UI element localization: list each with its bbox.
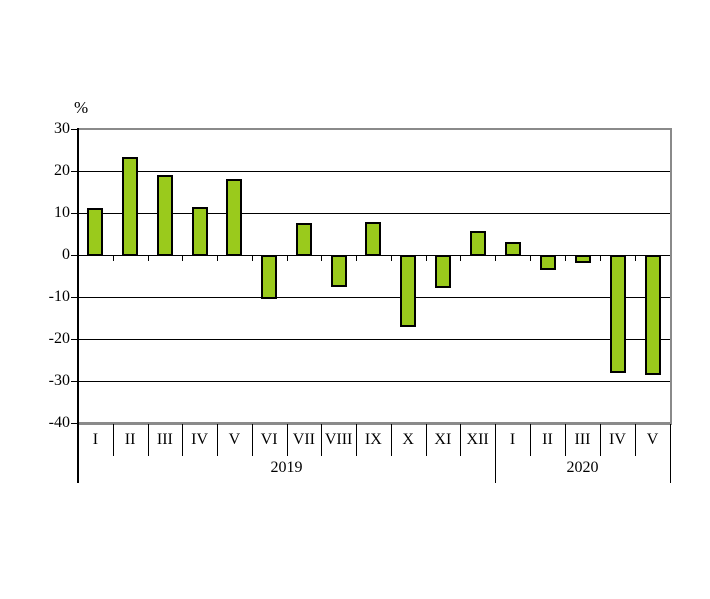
y-axis-tick [71,339,78,340]
bar-2019-VIII [330,255,347,287]
bar-2019-XII [469,231,486,256]
month-label: IV [609,431,626,448]
zero-axis-tick [565,256,566,261]
zero-axis-tick [112,256,114,261]
month-label: IX [364,431,382,448]
month-separator [390,424,392,456]
bar-2019-VII [295,223,312,256]
y-axis-line [77,128,79,483]
bar-2020-IV [609,255,626,373]
bar-2020-III [574,255,591,263]
y-axis-tick-label: 20 [54,162,70,179]
y-axis-tick [71,381,78,382]
month-label: III [574,431,591,448]
month-label: VIII [324,431,353,448]
y-axis-tick-label: -20 [48,330,70,347]
month-label: I [92,431,99,448]
y-axis-tick-label: 30 [54,120,70,137]
bar-2020-II [539,255,556,270]
gridline [78,339,670,340]
bar-2019-II [122,156,139,256]
month-label: V [646,431,659,448]
year-separator [495,424,496,483]
month-separator [182,424,184,456]
zero-axis-tick [182,256,184,261]
zero-axis-tick [425,256,427,261]
zero-axis-tick [635,256,636,261]
zero-axis-tick [495,256,496,261]
zero-axis-tick [356,256,357,261]
year-separator [670,424,671,483]
month-separator [600,424,601,456]
month-label: V [228,431,241,448]
month-separator [321,424,323,456]
y-axis-tick [71,255,78,256]
bar-2019-IV [191,206,208,256]
month-separator [147,424,149,456]
y-axis-tick [71,213,78,214]
month-label: VII [292,431,315,448]
month-separator [460,424,462,456]
y-axis-tick-label: -30 [48,372,70,389]
y-axis-tick-label: -40 [48,414,70,431]
month-separator [356,424,357,456]
month-separator [217,424,218,456]
bar-2019-I [87,207,104,256]
month-label: XII [466,431,489,448]
plot-right-border [670,129,672,425]
y-axis-tick-label: 0 [62,246,70,263]
month-label: X [402,431,414,448]
zero-axis-tick [460,256,462,261]
zero-axis-tick [600,256,601,261]
year-label: 2019 [270,459,303,476]
gridline [78,171,670,172]
bar-2020-I [504,242,521,256]
y-axis-tick [71,171,78,172]
month-separator [635,424,636,456]
plot-top-border [78,128,672,130]
bar-2019-X [400,255,417,328]
month-separator [530,424,531,456]
y-axis-tick [71,129,78,130]
month-label: XI [434,431,452,448]
month-label: III [156,431,173,448]
y-axis-tick [71,423,78,424]
month-separator [565,424,566,456]
month-separator [286,424,288,456]
zero-axis-tick [530,256,531,261]
zero-axis-tick [390,256,392,261]
month-label: IV [191,431,209,448]
bar-2019-III [156,175,173,256]
zero-axis-tick [217,256,218,261]
plot-bottom-border [78,422,672,425]
gridline [78,297,670,298]
zero-axis-tick [251,256,253,261]
month-separator [112,424,114,456]
bar-2019-VI [261,255,278,299]
y-axis-unit-label: % [74,98,89,117]
month-separator [425,424,427,456]
zero-axis-tick [321,256,323,261]
bar-2019-XI [434,255,451,288]
y-axis-tick-label: -10 [48,288,70,305]
zero-axis-tick [286,256,288,261]
month-label: VI [260,431,278,448]
month-label: II [542,431,553,448]
month-separator [251,424,253,456]
year-label: 2020 [566,459,599,476]
zero-axis-tick [147,256,149,261]
gridline [78,381,670,382]
gridline [78,213,670,214]
bar-2020-V [644,255,661,375]
month-label: II [124,431,136,448]
y-axis-tick-label: 10 [54,204,70,221]
y-axis-tick [71,297,78,298]
bar-2019-V [226,179,243,256]
bar-2019-IX [365,222,382,256]
month-label: I [509,431,516,448]
